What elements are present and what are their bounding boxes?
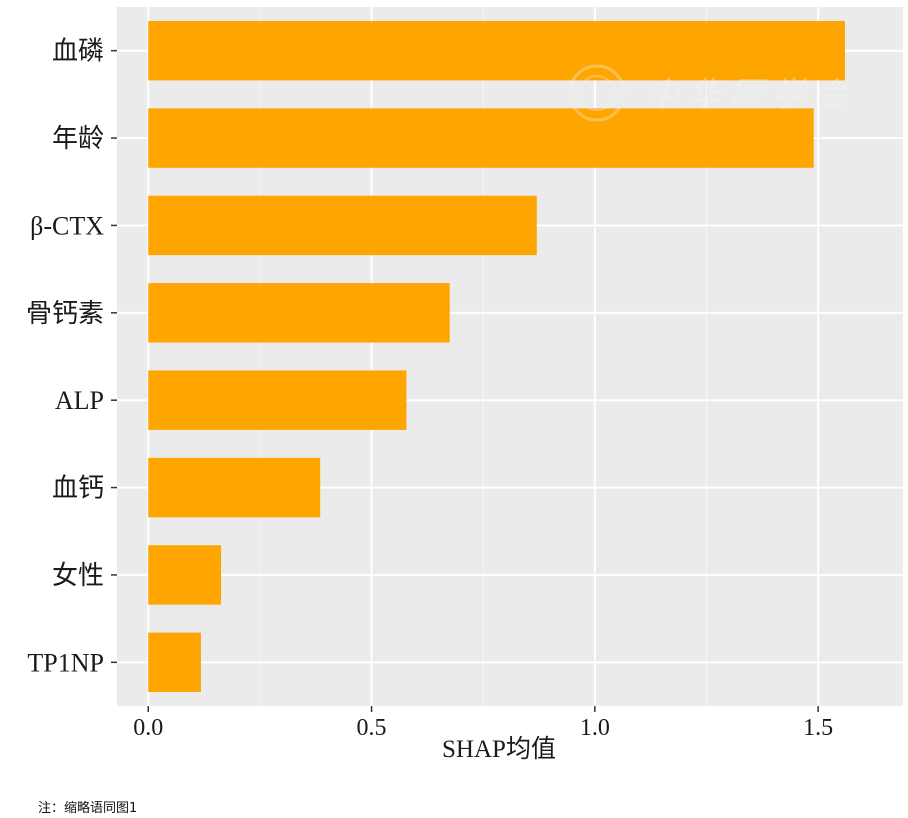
x-tick-label: 1.5 [803, 715, 833, 741]
bar [148, 632, 201, 693]
watermark-logo: 中华医学会 [568, 64, 855, 122]
x-axis-title: SHAP均值 [442, 735, 556, 763]
bar [148, 108, 814, 168]
bar [148, 283, 450, 343]
bar [148, 545, 222, 605]
bars [148, 20, 845, 693]
watermark-seal [568, 64, 626, 122]
y-tick-label: β-CTX [30, 211, 104, 240]
footnote: 注：缩略语同图1 [38, 801, 138, 816]
bar [148, 195, 537, 256]
x-axis: 0.0 0.5 1.0 1.5 [133, 706, 833, 741]
y-tick-label: 血磷 [52, 37, 104, 66]
bar [148, 20, 845, 81]
y-tick-label: TP1NP [27, 648, 104, 677]
bar [148, 457, 321, 518]
y-tick-label: 骨钙素 [26, 299, 104, 328]
x-tick-label: 1.0 [580, 715, 610, 741]
watermark-text: 中华医学会 [645, 75, 855, 115]
x-tick-label: 0.0 [133, 715, 163, 741]
bar [148, 370, 407, 430]
y-tick-label: ALP [55, 386, 104, 415]
watermark-seal-inner [579, 75, 615, 111]
y-tick-label: 年龄 [52, 124, 104, 153]
y-tick-label: 女性 [52, 561, 104, 590]
x-tick-label: 0.5 [357, 715, 387, 741]
y-tick-label: 血钙 [52, 474, 104, 503]
